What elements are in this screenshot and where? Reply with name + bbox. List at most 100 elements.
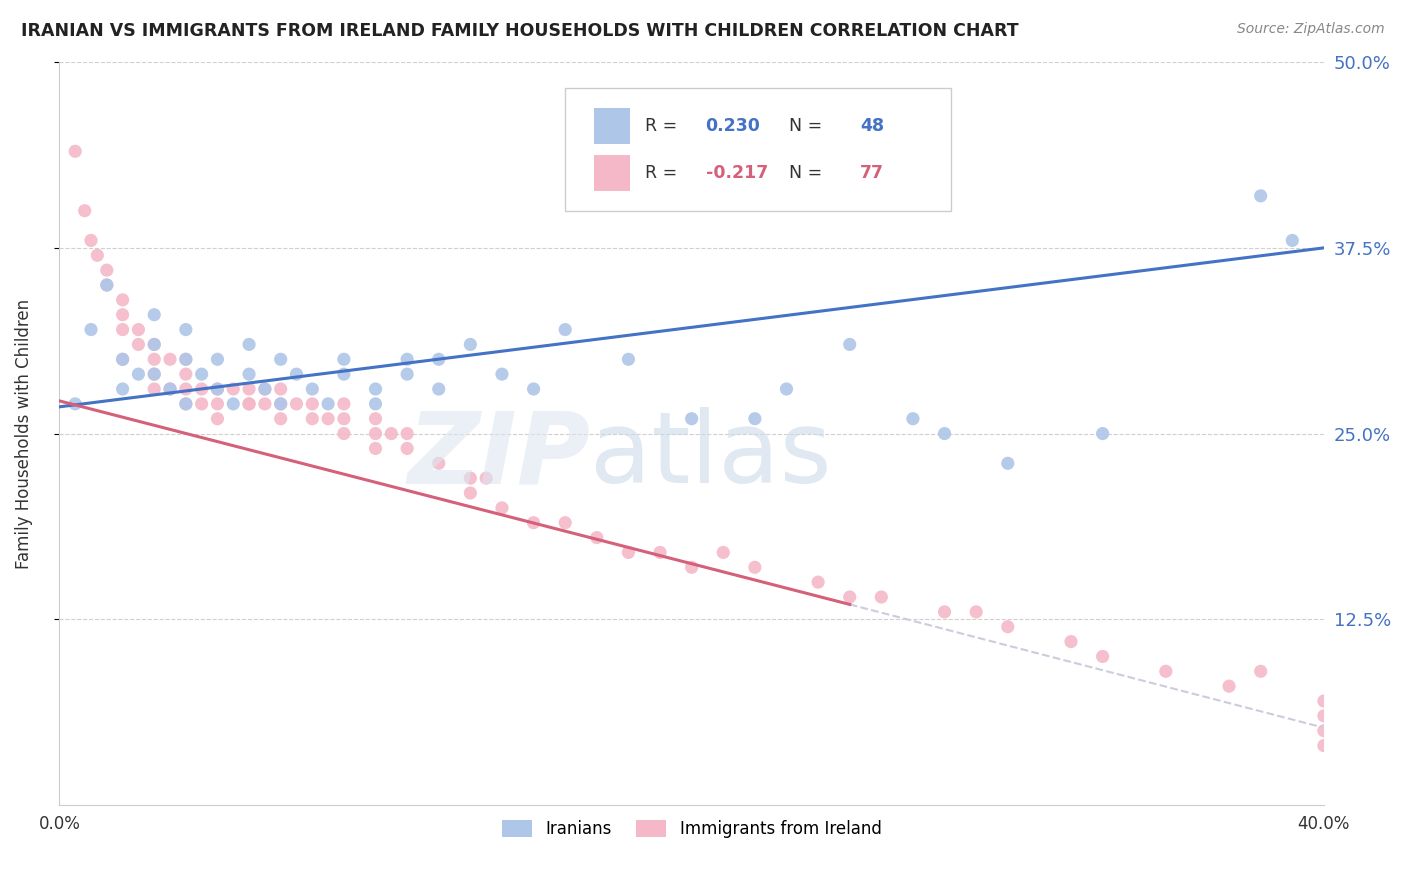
Point (380, 426, 402, 441)
Point (238, 367, 260, 381)
Point (270, 397, 292, 411)
Point (364, 442, 387, 456)
Point (396, 367, 419, 381)
Point (111, 293, 134, 307)
Point (143, 308, 166, 322)
Point (1313, 709, 1336, 723)
Point (364, 411, 387, 425)
Point (364, 426, 387, 441)
Point (1313, 739, 1336, 753)
Point (207, 382, 229, 396)
Point (617, 545, 640, 559)
Point (270, 411, 292, 425)
Point (744, 560, 766, 574)
Point (681, 411, 703, 425)
Point (63, 397, 86, 411)
Point (523, 516, 546, 530)
Point (460, 486, 482, 500)
Point (333, 367, 356, 381)
Point (143, 337, 166, 351)
Point (285, 397, 308, 411)
Point (997, 620, 1019, 634)
Text: R =: R = (645, 164, 682, 182)
Point (127, 367, 149, 381)
Point (111, 308, 134, 322)
Point (585, 531, 607, 545)
Point (523, 382, 546, 396)
Text: ZIP: ZIP (408, 408, 591, 504)
Point (554, 516, 576, 530)
Point (190, 397, 212, 411)
Point (1313, 694, 1336, 708)
Point (648, 545, 671, 559)
FancyBboxPatch shape (565, 88, 950, 211)
Point (143, 382, 166, 396)
Point (222, 397, 245, 411)
Legend: Iranians, Immigrants from Ireland: Iranians, Immigrants from Ireland (495, 814, 889, 845)
Point (316, 397, 339, 411)
Point (253, 382, 276, 396)
Point (807, 575, 830, 590)
Point (63, 145, 86, 159)
Point (396, 442, 419, 456)
Point (270, 382, 292, 396)
Point (143, 367, 166, 381)
Point (270, 352, 292, 367)
Point (174, 397, 197, 411)
Point (174, 397, 197, 411)
Text: 48: 48 (860, 117, 884, 135)
Point (207, 352, 229, 367)
Point (270, 397, 292, 411)
Point (143, 367, 166, 381)
Point (396, 426, 419, 441)
Point (159, 352, 181, 367)
Point (1091, 649, 1114, 664)
Point (111, 352, 134, 367)
Point (333, 426, 356, 441)
Point (127, 322, 149, 336)
Point (80, 322, 103, 336)
Point (253, 382, 276, 396)
Text: N =: N = (778, 164, 827, 182)
Text: N =: N = (778, 117, 827, 135)
Point (934, 605, 956, 619)
Point (316, 411, 339, 425)
Point (96, 278, 118, 293)
Point (475, 471, 498, 485)
Point (364, 397, 387, 411)
Point (1091, 426, 1114, 441)
Point (427, 456, 450, 470)
Point (238, 397, 260, 411)
Point (681, 560, 703, 574)
Point (301, 397, 323, 411)
Point (73, 203, 96, 218)
Text: 0.230: 0.230 (706, 117, 761, 135)
Point (174, 367, 197, 381)
Point (333, 397, 356, 411)
Point (96, 263, 118, 277)
Point (333, 411, 356, 425)
Point (934, 426, 956, 441)
FancyBboxPatch shape (595, 155, 630, 191)
Point (96, 278, 118, 293)
Point (427, 352, 450, 367)
Point (870, 590, 893, 604)
Point (174, 322, 197, 336)
Point (127, 337, 149, 351)
Point (86, 248, 108, 262)
Point (1313, 723, 1336, 738)
Point (1154, 665, 1177, 679)
FancyBboxPatch shape (595, 108, 630, 144)
Point (711, 545, 734, 559)
Point (190, 382, 212, 396)
Point (111, 322, 134, 336)
Point (1060, 634, 1083, 648)
Point (253, 397, 276, 411)
Point (460, 337, 482, 351)
Point (997, 456, 1019, 470)
Point (301, 411, 323, 425)
Point (143, 352, 166, 367)
Point (396, 352, 419, 367)
Point (333, 352, 356, 367)
Text: IRANIAN VS IMMIGRANTS FROM IRELAND FAMILY HOUSEHOLDS WITH CHILDREN CORRELATION C: IRANIAN VS IMMIGRANTS FROM IRELAND FAMIL… (21, 22, 1019, 40)
